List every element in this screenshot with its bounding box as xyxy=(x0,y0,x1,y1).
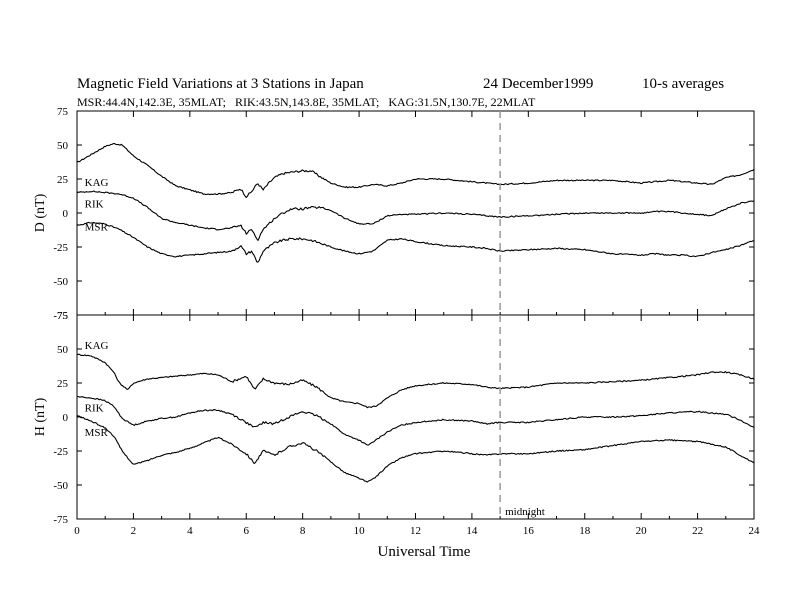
x-axis-label: Universal Time xyxy=(378,544,471,560)
y-tick-label: 25 xyxy=(57,378,69,390)
y-tick-label: 0 xyxy=(63,412,69,424)
y-tick-label: 50 xyxy=(57,344,69,356)
y-tick-label: -75 xyxy=(53,514,68,526)
x-tick-label: 22 xyxy=(692,525,703,537)
x-tick-label: 8 xyxy=(300,525,306,537)
x-tick-label: 12 xyxy=(410,525,421,537)
h-component-panel: 75 50 25 0 -25 -50 -75 H (nT) KAG RIK MSR xyxy=(33,310,755,526)
x-tick-label: 20 xyxy=(636,525,648,537)
series-line-msr xyxy=(76,414,755,483)
panel-frame xyxy=(76,110,755,316)
midnight-label: midnight xyxy=(505,506,545,518)
y-axis-label: D (nT) xyxy=(33,193,48,232)
y-tick-label: -25 xyxy=(53,446,68,458)
series-label-kag: KAG xyxy=(85,177,109,189)
x-tick-label: 14 xyxy=(466,525,478,537)
series-line-rik xyxy=(76,190,755,241)
y-axis-label: H (nT) xyxy=(33,397,48,436)
x-tick-label: 10 xyxy=(354,525,366,537)
x-tick-label: 16 xyxy=(523,525,535,537)
series-label-kag: KAG xyxy=(85,340,109,352)
series-label-rik: RIK xyxy=(85,199,104,211)
chart-subtitle: MSR:44.4N,142.3E, 35MLAT; RIK:43.5N,143.… xyxy=(77,95,536,109)
y-tick-label: 0 xyxy=(63,208,69,220)
x-tick-label: 2 xyxy=(131,525,137,537)
series-label-rik: RIK xyxy=(85,403,104,415)
y-tick-label: 75 xyxy=(57,310,69,322)
y-tick-label: 50 xyxy=(57,140,69,152)
x-axis: 0 2 4 6 8 10 12 14 16 18 20 22 24 xyxy=(74,111,760,537)
x-tick-label: 24 xyxy=(749,525,761,537)
series-line-msr xyxy=(76,221,755,263)
series-line-kag xyxy=(76,142,755,199)
series-line-kag xyxy=(76,353,755,409)
series-label-msr: MSR xyxy=(85,222,109,234)
y-tick-label: 25 xyxy=(57,174,69,186)
chart-date: 24 December1999 xyxy=(483,76,593,92)
chart-averaging: 10-s averages xyxy=(642,76,724,92)
x-tick-label: 6 xyxy=(244,525,250,537)
d-component-panel: 75 50 25 0 -25 -50 -75 D (nT) KAG RIK MSR xyxy=(33,106,755,322)
chart-title: Magnetic Field Variations at 3 Stations … xyxy=(77,76,364,92)
x-tick-label: 4 xyxy=(187,525,193,537)
x-tick-label: 0 xyxy=(74,525,80,537)
y-tick-label: -75 xyxy=(53,310,68,322)
x-tick-label: 18 xyxy=(579,525,591,537)
y-tick-label: 75 xyxy=(57,106,69,118)
y-tick-label: -25 xyxy=(53,242,68,254)
series-line-rik xyxy=(76,395,755,446)
y-tick-label: -50 xyxy=(53,480,68,492)
panel-frame xyxy=(76,314,755,520)
y-tick-label: -50 xyxy=(53,276,68,288)
series-label-msr: MSR xyxy=(85,427,109,439)
